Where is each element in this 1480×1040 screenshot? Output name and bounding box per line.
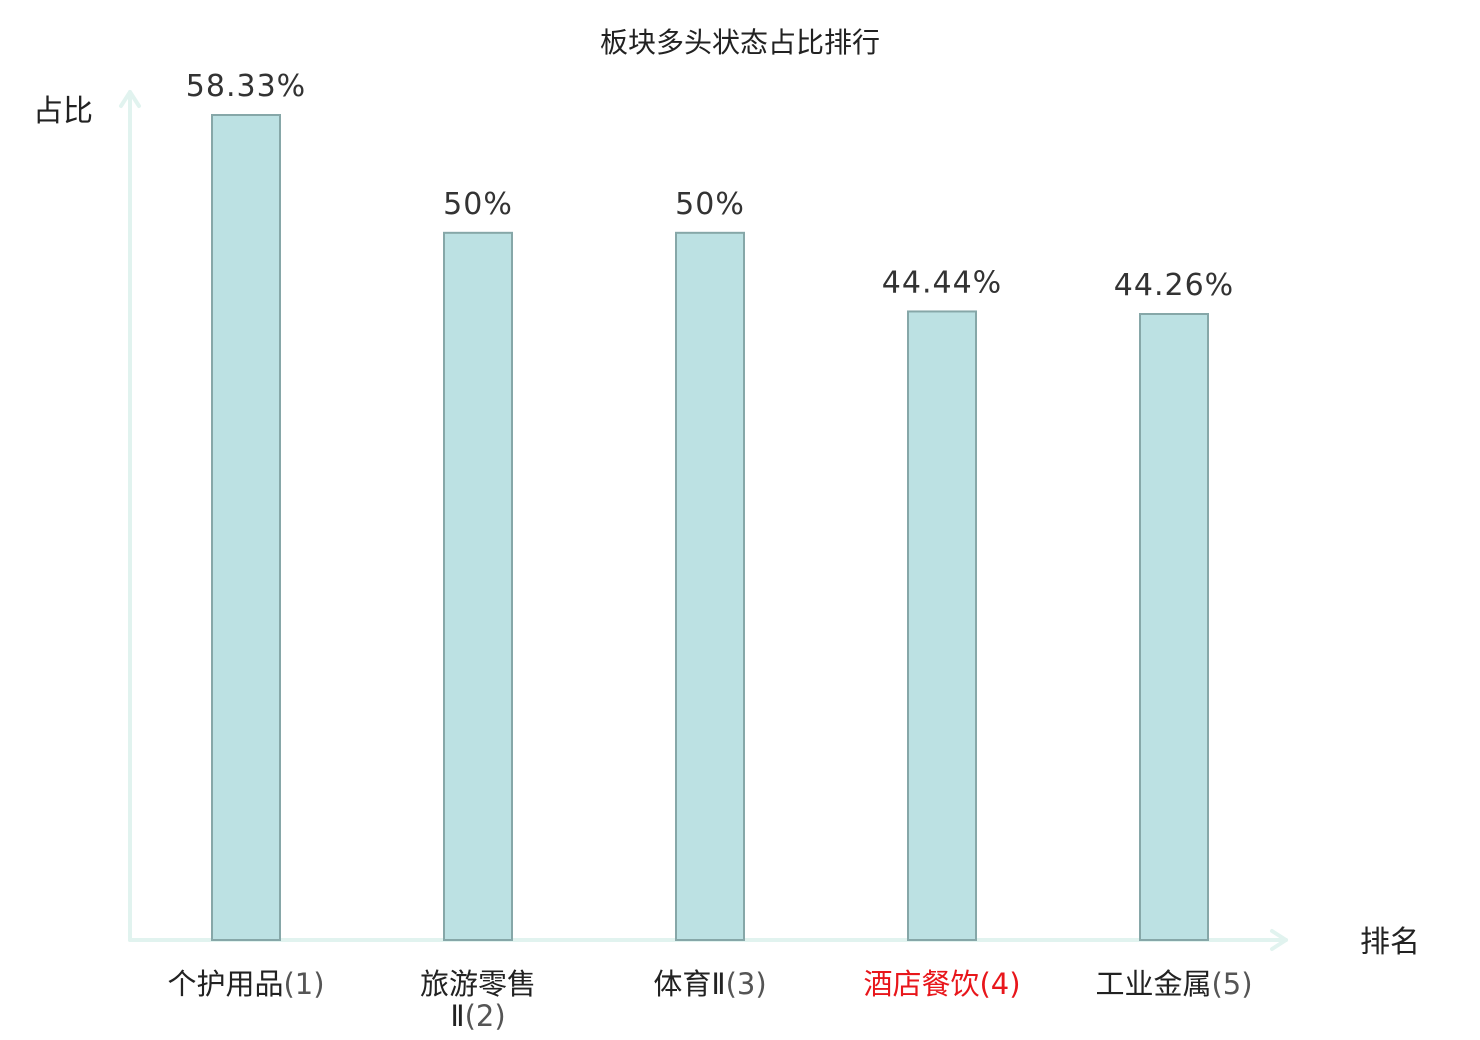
category-name-part-1: 旅游零售 xyxy=(420,967,536,1001)
bar-5 xyxy=(1139,313,1209,942)
bar-3 xyxy=(675,231,745,942)
category-name: 体育Ⅱ xyxy=(653,967,725,1001)
category-label-2: 旅游零售 Ⅱ(2) xyxy=(420,967,536,1033)
y-axis-label: 占比 xyxy=(33,94,93,129)
bars-group xyxy=(211,114,1209,942)
category-labels-group: 个护用品(1) 旅游零售 Ⅱ(2) 体育Ⅱ(3) 酒店餐饮(4) 工业金属(5) xyxy=(167,967,1252,1033)
category-rank: (4) xyxy=(979,967,1020,1001)
x-axis-label: 排名 xyxy=(1360,925,1420,960)
value-label-2: 50% xyxy=(443,187,513,222)
category-label-3: 体育Ⅱ(3) xyxy=(653,967,766,1001)
bar-1 xyxy=(211,114,281,941)
bar-4 xyxy=(907,310,977,941)
category-rank: (3) xyxy=(726,967,767,1001)
category-name: 个护用品 xyxy=(167,967,283,1001)
bar-2 xyxy=(443,231,513,942)
category-label-4: 酒店餐饮(4) xyxy=(863,967,1020,1001)
category-name-part-2: Ⅱ xyxy=(450,999,464,1033)
category-rank: (1) xyxy=(283,967,324,1001)
value-label-1: 58.33% xyxy=(186,69,306,104)
chart-title: 板块多头状态占比排行 xyxy=(600,26,880,59)
value-label-3: 50% xyxy=(675,187,745,222)
category-rank: (2) xyxy=(465,999,506,1033)
value-label-5: 44.26% xyxy=(1114,268,1234,303)
category-label-5: 工业金属(5) xyxy=(1095,967,1252,1001)
value-label-4: 44.44% xyxy=(882,265,1002,300)
category-name: 酒店餐饮 xyxy=(863,967,979,1001)
category-label-1: 个护用品(1) xyxy=(167,967,324,1001)
category-rank: (5) xyxy=(1211,967,1252,1001)
value-labels-group: 58.33% 50% 50% 44.44% 44.26% xyxy=(186,69,1234,303)
y-axis xyxy=(119,90,141,942)
category-name: 工业金属 xyxy=(1095,967,1211,1001)
